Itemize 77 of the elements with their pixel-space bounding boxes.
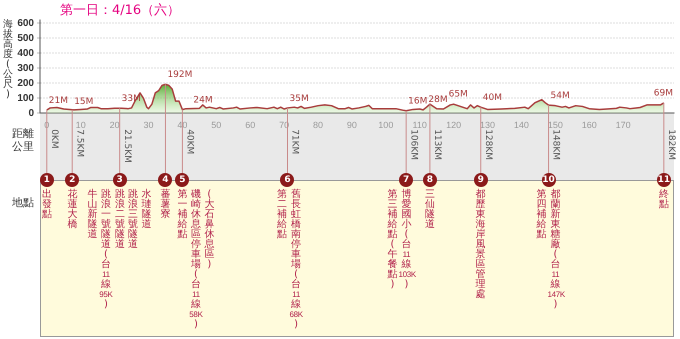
text: 跳浪二號隧道 (114, 189, 126, 250)
text: 第四補給點 (535, 189, 548, 240)
text: 花蓮大橋 (66, 189, 78, 230)
text: 磯崎休息區停車場(台11線58K) (189, 189, 203, 330)
y-tick-label: 600 (17, 18, 34, 29)
text: 6 (280, 173, 294, 187)
ref-line-label: 71KM (290, 129, 300, 154)
text: 都歷東海岸風景區管理處 (476, 189, 486, 300)
ref-line-label: 113KM (432, 129, 442, 160)
text: 11 (656, 173, 671, 187)
x-tick-label: 140 (514, 120, 529, 130)
annotation: 28M (428, 94, 448, 105)
ref-line-label: 106KM (408, 129, 418, 160)
y-tick-label: 500 (17, 32, 34, 44)
x-tick-label: 100 (378, 120, 394, 130)
annotation: 21M (48, 96, 68, 106)
annotation: 69M (654, 88, 673, 99)
text: (大石鼻休息區) (203, 189, 216, 270)
annotation: 24M (193, 95, 213, 106)
x-tick-label: 150 (548, 120, 563, 130)
text: 9 (474, 173, 488, 187)
text: 終點 (658, 189, 670, 210)
x-tick-label: 60 (245, 120, 256, 130)
annotation: 15M (74, 96, 94, 107)
chart-title: 第一日：4/16（六） (60, 2, 180, 19)
ref-line-label: 182KM (666, 129, 676, 160)
text: 第三補給點(午餐點) (388, 189, 398, 290)
annotation: 65M (448, 89, 468, 100)
x-tick-label: 170 (616, 120, 631, 130)
text: 跳浪一號隧道(台11線95K) (99, 189, 113, 310)
text: 地點 (11, 196, 35, 209)
text: 跳浪三號隧道 (127, 189, 140, 250)
ref-line-label: 148KM (550, 129, 561, 160)
ref-line-label: 128KM (482, 129, 493, 160)
text: 7 (399, 173, 414, 187)
y-tick-label: 300 (17, 62, 34, 74)
x-tick-label: 120 (446, 120, 462, 130)
ref-line-label: 40KM (184, 129, 195, 154)
text: 都蘭新東糖廠(台11線147K) (547, 189, 565, 310)
x-tick-label: 80 (313, 120, 324, 130)
annotation: 192M (167, 70, 192, 80)
text: 4 (158, 173, 172, 187)
text: 10 (542, 173, 556, 187)
y-tick-label: 0 (28, 108, 34, 119)
text: 舊長虹橋南停車場(台11線68K) (289, 189, 303, 330)
text: 水璉隧道 (140, 189, 152, 230)
x-tick-label: 110 (412, 120, 427, 130)
x-tick-label: 50 (211, 120, 222, 130)
x-tick-label: 90 (346, 120, 357, 130)
y-axis-title: 海拔高度(公尺) (2, 19, 14, 100)
ref-line-label: 0KM (48, 129, 59, 149)
x-tick-label: 10 (76, 120, 86, 130)
text: 第一補給點 (176, 189, 189, 240)
ref-line-label: 7.5KM (74, 129, 84, 158)
text: 2 (65, 173, 80, 187)
annotation: 16M (408, 96, 428, 107)
ref-line-label: 21.5KM (122, 129, 132, 163)
y-tick-label: 400 (17, 48, 34, 59)
text: 距離公里 (11, 127, 35, 154)
x-tick-label: 30 (143, 120, 154, 130)
text: 3 (112, 173, 127, 187)
text: 蕃薯寮 (160, 189, 172, 220)
text: 牛山新隧道 (86, 189, 99, 240)
text: 出發點 (40, 189, 53, 220)
text: 三仙隧道 (424, 189, 436, 230)
text: 博愛國小(台11線103K) (398, 189, 416, 290)
annotation: 35M (289, 94, 309, 104)
annotation: 40M (482, 93, 502, 104)
text: 5 (175, 173, 190, 187)
y-tick-label: 100 (17, 92, 34, 104)
text: 8 (422, 173, 437, 187)
annotation: 54M (550, 90, 570, 101)
x-tick-label: 130 (480, 120, 496, 130)
x-tick-label: 160 (582, 120, 597, 130)
y-tick-label: 200 (17, 78, 34, 89)
text: 第二補給點 (276, 189, 288, 240)
text: 1 (40, 173, 54, 187)
